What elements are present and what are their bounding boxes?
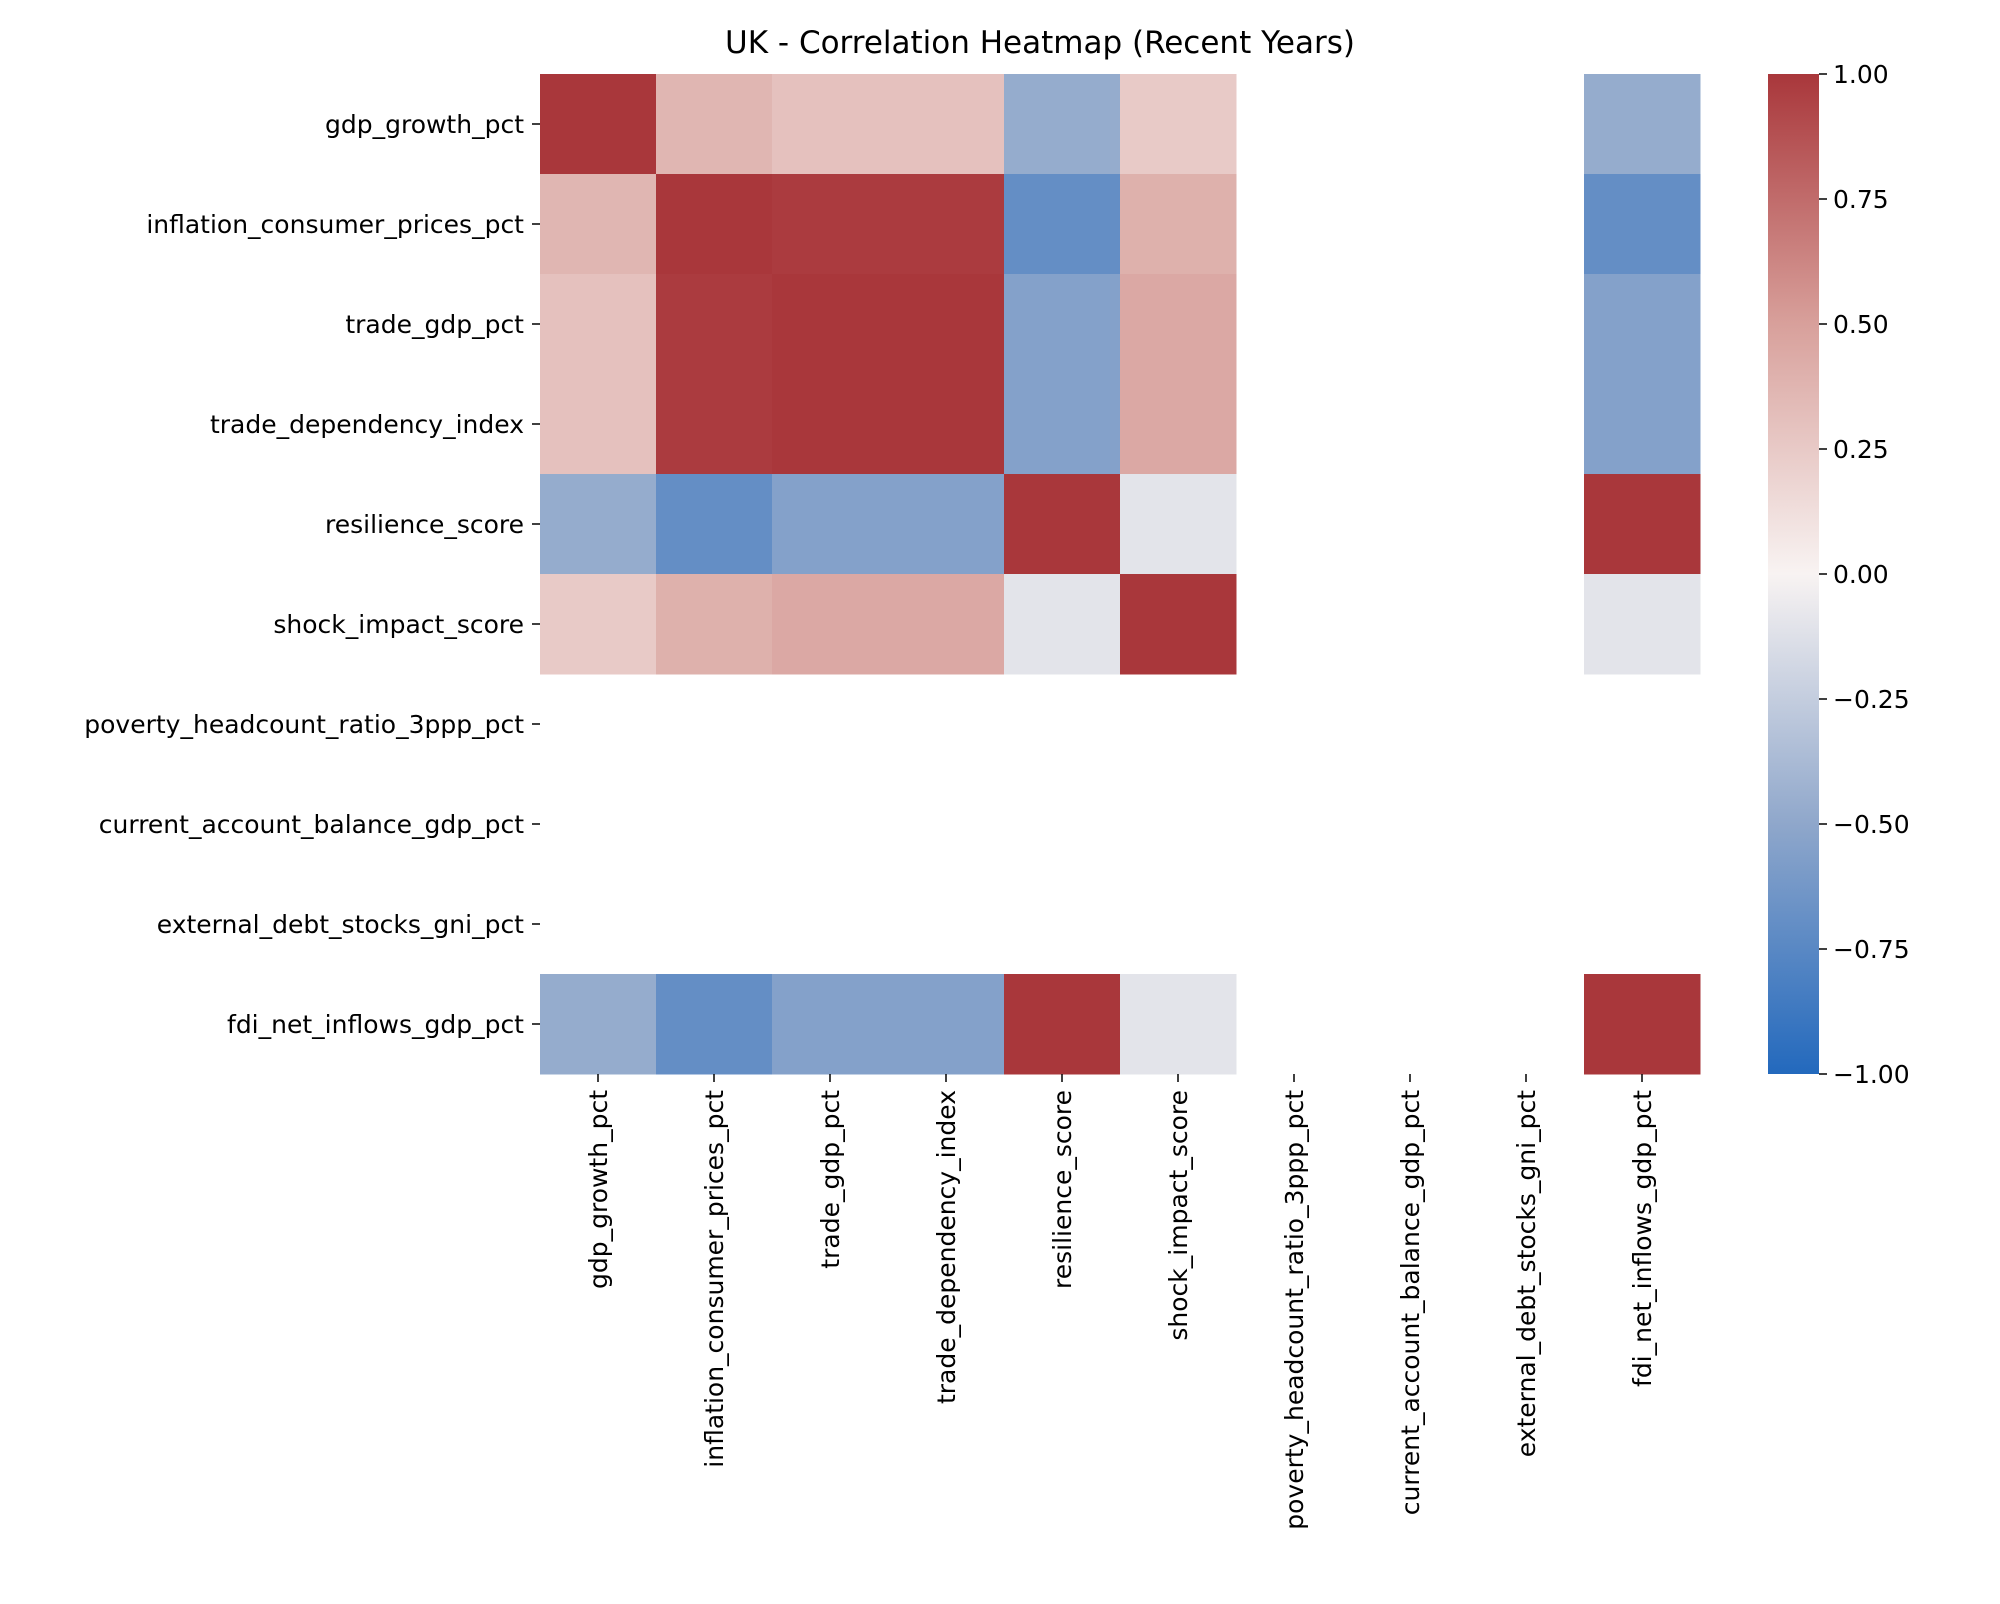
heatmap-cell [772,374,889,475]
heatmap-cell [1004,574,1121,675]
heatmap-cell [1584,374,1701,475]
heatmap-cell [772,974,889,1075]
heatmap-cell [1584,74,1701,175]
heatmap-cell [656,374,773,475]
x-tick-label: current_account_balance_gdp_pct [1396,1090,1425,1515]
y-tick-label: external_debt_stocks_gni_pct [157,910,524,939]
heatmap-cell [540,74,657,175]
heatmap-cell [656,974,773,1075]
colorbar-tick-label: −1.00 [1833,1060,1910,1089]
y-tick-label: trade_gdp_pct [345,310,524,339]
colorbar-tick-label: 0.75 [1833,185,1889,214]
heatmap-cell [772,474,889,575]
heatmap-cell [656,474,773,575]
colorbar: 1.00 0.75 0.50 0.25 0.00 −0.25 −0.50 −0.75 −1.00 [1768,60,1910,1089]
x-tick-label: fdi_net_inflows_gdp_pct [1628,1090,1657,1387]
heatmap-cell [1120,474,1237,575]
heatmap-cell [1004,74,1121,175]
y-tick-label: inflation_consumer_prices_pct [146,210,524,239]
heatmap-cell [772,74,889,175]
heatmap-cell [1004,374,1121,475]
heatmap-cell [656,174,773,275]
y-tick-label: current_account_balance_gdp_pct [99,810,524,839]
heatmap-cell [1120,374,1237,475]
x-tick-label: external_debt_stocks_gni_pct [1512,1090,1541,1457]
heatmap-cell [540,374,657,475]
x-tick-label: trade_gdp_pct [816,1090,845,1269]
colorbar-tick-label: −0.50 [1833,810,1910,839]
heatmap-cell [540,974,657,1075]
colorbar-tick-label: 1.00 [1833,60,1889,89]
y-tick-label: fdi_net_inflows_gdp_pct [227,1010,524,1039]
heatmap-cell [1120,174,1237,275]
colorbar-tick-label: −0.25 [1833,685,1910,714]
colorbar-tick-label: 0.00 [1833,560,1889,589]
heatmap-cell [1584,274,1701,375]
colorbar-gradient [1768,74,1819,1074]
heatmap-cells [540,74,1701,1075]
heatmap-cell [1584,574,1701,675]
heatmap-cell [1120,974,1237,1075]
x-tick-label: trade_dependency_index [932,1090,961,1404]
heatmap-cell [772,174,889,275]
heatmap-cell [540,274,657,375]
x-tick-label: poverty_headcount_ratio_3ppp_pct [1280,1090,1309,1530]
heatmap-cell [1584,974,1701,1075]
heatmap-cell [1584,174,1701,275]
heatmap-cell [888,374,1005,475]
colorbar-tick-label: −0.75 [1833,935,1910,964]
x-tick-label: inflation_consumer_prices_pct [700,1090,729,1468]
heatmap-cell [888,74,1005,175]
colorbar-tick-label: 0.50 [1833,310,1889,339]
heatmap-cell [540,574,657,675]
heatmap-cell [888,174,1005,275]
heatmap-cell [656,574,773,675]
y-tick-label: shock_impact_score [273,610,524,639]
y-tick-label: poverty_headcount_ratio_3ppp_pct [84,710,524,739]
y-axis: gdp_growth_pct inflation_consumer_prices_… [84,110,540,1039]
heatmap-cell [656,274,773,375]
heatmap-cell [1120,274,1237,375]
y-tick-label: resilience_score [325,510,524,539]
heatmap-cell [1004,974,1121,1075]
heatmap-cell [888,974,1005,1075]
y-tick-label: gdp_growth_pct [325,110,524,139]
heatmap-cell [888,274,1005,375]
heatmap-cell [1584,474,1701,575]
heatmap-cell [1120,574,1237,675]
heatmap-cell [1004,474,1121,575]
heatmap-cell [772,274,889,375]
x-axis: gdp_growth_pct inflation_consumer_prices_… [584,1074,1657,1530]
chart-title: UK - Correlation Heatmap (Recent Years) [725,25,1355,61]
heatmap-cell [656,74,773,175]
heatmap-cell [888,574,1005,675]
y-tick-label: trade_dependency_index [210,410,524,439]
heatmap-cell [772,574,889,675]
heatmap-cell [888,474,1005,575]
x-tick-label: shock_impact_score [1164,1090,1193,1341]
heatmap-cell [540,474,657,575]
heatmap-cell [1004,174,1121,275]
heatmap-cell [540,174,657,275]
colorbar-tick-label: 0.25 [1833,435,1889,464]
x-tick-label: gdp_growth_pct [584,1090,613,1289]
heatmap-cell [1004,274,1121,375]
heatmap-cell [1120,74,1237,175]
x-tick-label: resilience_score [1048,1090,1077,1289]
